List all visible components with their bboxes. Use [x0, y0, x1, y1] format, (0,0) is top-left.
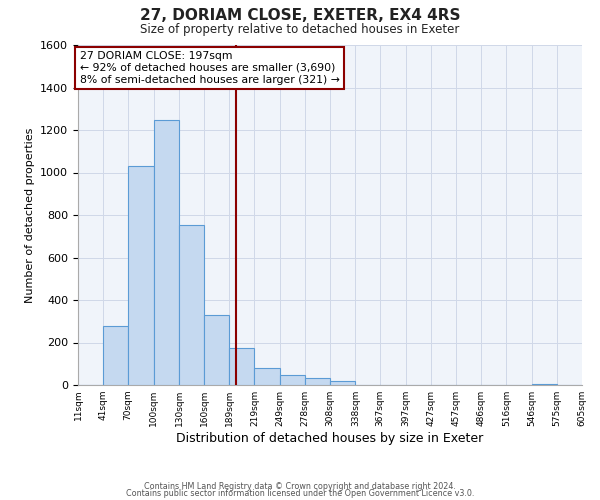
- Bar: [179, 224, 205, 385]
- Text: Contains HM Land Registry data © Crown copyright and database right 2024.: Contains HM Land Registry data © Crown c…: [144, 482, 456, 491]
- Bar: [205, 315, 229, 385]
- Bar: [532, 384, 557, 385]
- X-axis label: Distribution of detached houses by size in Exeter: Distribution of detached houses by size …: [176, 432, 484, 445]
- Bar: [305, 378, 330, 385]
- Y-axis label: Number of detached properties: Number of detached properties: [25, 128, 35, 302]
- Bar: [103, 326, 128, 385]
- Bar: [280, 375, 305, 385]
- Text: 27, DORIAM CLOSE, EXETER, EX4 4RS: 27, DORIAM CLOSE, EXETER, EX4 4RS: [140, 8, 460, 22]
- Bar: [128, 166, 154, 385]
- Text: Size of property relative to detached houses in Exeter: Size of property relative to detached ho…: [140, 22, 460, 36]
- Bar: [254, 368, 280, 385]
- Bar: [229, 348, 254, 385]
- Bar: [330, 381, 355, 385]
- Text: Contains public sector information licensed under the Open Government Licence v3: Contains public sector information licen…: [126, 490, 474, 498]
- Text: 27 DORIAM CLOSE: 197sqm
← 92% of detached houses are smaller (3,690)
8% of semi-: 27 DORIAM CLOSE: 197sqm ← 92% of detache…: [80, 52, 340, 84]
- Bar: [154, 120, 179, 385]
